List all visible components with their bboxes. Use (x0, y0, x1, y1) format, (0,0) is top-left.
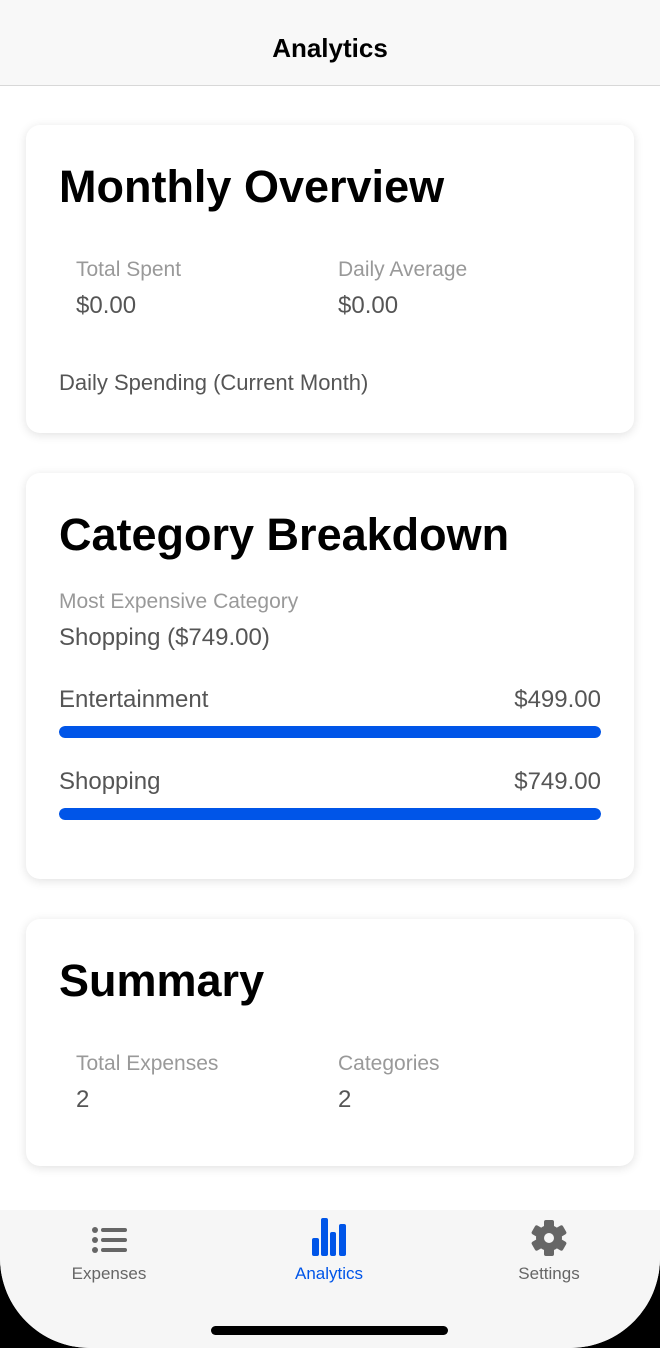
page-title: Analytics (272, 33, 388, 63)
card-title: Summary (59, 955, 265, 1006)
category-amount: $749.00 (514, 768, 601, 795)
daily-average-value: $0.00 (338, 292, 399, 319)
total-spent-label: Total Spent (76, 258, 182, 281)
card-title: Category Breakdown (59, 509, 510, 560)
tab-label: Settings (518, 1264, 580, 1283)
bar-chart-icon (312, 1218, 346, 1256)
categories-label: Categories (338, 1052, 440, 1075)
home-indicator[interactable] (211, 1326, 448, 1335)
tab-expenses[interactable]: Expenses (29, 1210, 189, 1300)
gear-icon (531, 1220, 567, 1256)
total-expenses-value: 2 (76, 1086, 90, 1113)
category-name: Entertainment (59, 686, 209, 713)
category-breakdown-card: Category Breakdown Most Expensive Catego… (26, 473, 634, 879)
progress-fill (59, 808, 601, 820)
total-expenses-label: Total Expenses (76, 1052, 219, 1075)
tab-bar: Expenses Analytics Settings (0, 1210, 660, 1348)
progress-bar (59, 726, 601, 738)
most-expensive-value: Shopping ($749.00) (59, 624, 270, 651)
tab-settings[interactable]: Settings (469, 1210, 629, 1300)
tab-analytics[interactable]: Analytics (249, 1210, 409, 1300)
progress-bar (59, 808, 601, 820)
progress-fill (59, 726, 601, 738)
categories-value: 2 (338, 1086, 352, 1113)
total-spent-value: $0.00 (76, 292, 137, 319)
monthly-overview-card: Monthly Overview Total Spent $0.00 Daily… (26, 125, 634, 433)
tab-label: Analytics (294, 1264, 364, 1283)
most-expensive-label: Most Expensive Category (59, 590, 299, 613)
card-title: Monthly Overview (59, 161, 445, 212)
daily-spending-label: Daily Spending (Current Month) (59, 370, 369, 395)
category-amount: $499.00 (514, 686, 601, 713)
list-icon (92, 1227, 127, 1253)
summary-card: Summary Total Expenses 2 Categories 2 (26, 919, 634, 1166)
nav-header: Analytics (0, 0, 660, 86)
tab-label: Expenses (71, 1264, 147, 1283)
category-name: Shopping (59, 768, 161, 795)
daily-average-label: Daily Average (338, 258, 468, 281)
